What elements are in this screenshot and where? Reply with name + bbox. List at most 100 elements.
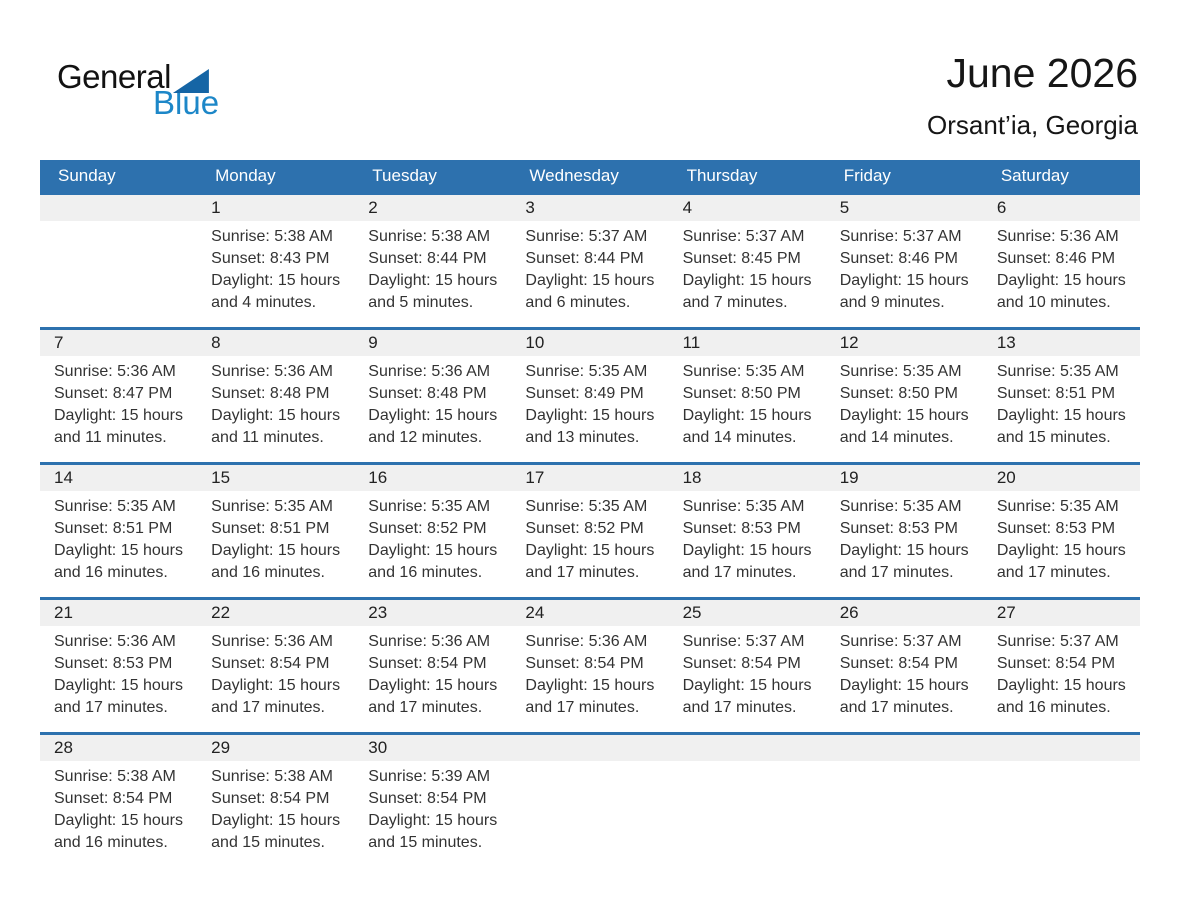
day-number: 12 [825,330,983,356]
day-number: 19 [825,465,983,491]
sunrise-text: Sunrise: 5:35 AM [682,363,805,380]
sunrise-text: Sunrise: 5:36 AM [368,363,491,380]
day-number: 5 [825,195,983,221]
daylight-text: Daylight: 15 hours and 15 minutes. [211,812,341,851]
sunrise-text: Sunrise: 5:35 AM [211,498,333,515]
day-number: 13 [982,330,1140,356]
sunrise-text: Sunrise: 5:37 AM [682,633,805,650]
sunset-text: Sunset: 8:45 PM [682,250,801,267]
sunset-text: Sunset: 8:54 PM [682,655,801,672]
day-number: 21 [40,600,198,626]
day-number: 2 [354,195,512,221]
day-number: 17 [511,465,669,491]
day-number [511,735,669,761]
daylight-text: Daylight: 15 hours and 17 minutes. [368,677,498,716]
daylight-text: Daylight: 15 hours and 17 minutes. [525,677,655,716]
day-cell: 15 Sunrise: 5:35 AM Sunset: 8:51 PM Dayligh… [197,462,355,599]
day-number: 4 [668,195,826,221]
weekday-header-row: Sunday Monday Tuesday Wednesday Thursday… [40,160,1140,194]
sunrise-text: Sunrise: 5:36 AM [54,363,176,380]
sunset-text: Sunset: 8:54 PM [839,655,958,672]
daylight-text: Daylight: 15 hours and 14 minutes. [839,407,969,446]
sunset-text: Sunset: 8:48 PM [368,385,487,402]
daylight-text: Daylight: 15 hours and 10 minutes. [996,272,1126,311]
sunset-text: Sunset: 8:54 PM [996,655,1116,672]
day-cell: 23 Sunrise: 5:36 AM Sunset: 8:54 PM Dayligh… [354,597,512,734]
logo-general-text: General [57,58,171,95]
sunrise-text: Sunrise: 5:36 AM [525,633,648,650]
day-cell: 19 Sunrise: 5:35 AM Sunset: 8:53 PM Dayligh… [825,462,983,599]
sunrise-text: Sunrise: 5:35 AM [839,363,962,380]
sunrise-text: Sunrise: 5:37 AM [839,633,962,650]
sunset-text: Sunset: 8:54 PM [368,655,487,672]
day-cell: 22 Sunrise: 5:36 AM Sunset: 8:54 PM Dayligh… [197,597,355,734]
sunset-text: Sunset: 8:50 PM [682,385,801,402]
day-cell: 13 Sunrise: 5:35 AM Sunset: 8:51 PM Dayligh… [982,327,1140,464]
day-cell: 30 Sunrise: 5:39 AM Sunset: 8:54 PM Dayligh… [354,732,512,867]
daylight-text: Daylight: 15 hours and 16 minutes. [996,677,1126,716]
day-cell [825,732,983,867]
day-number: 8 [197,330,355,356]
sunset-text: Sunset: 8:44 PM [368,250,487,267]
day-number: 28 [40,735,198,761]
weekday-header-thursday: Thursday [668,160,826,194]
sunrise-text: Sunrise: 5:37 AM [839,228,962,245]
sunset-text: Sunset: 8:43 PM [211,250,330,267]
day-cell: 14 Sunrise: 5:35 AM Sunset: 8:51 PM Dayligh… [40,462,198,599]
day-number: 7 [40,330,198,356]
sunset-text: Sunset: 8:51 PM [54,520,173,537]
day-number: 29 [197,735,355,761]
day-number [982,735,1140,761]
day-cell: 27 Sunrise: 5:37 AM Sunset: 8:54 PM Dayligh… [982,597,1140,734]
week-row: 21 Sunrise: 5:36 AM Sunset: 8:53 PM Dayligh… [40,597,1140,734]
day-cell [668,732,826,867]
daylight-text: Daylight: 15 hours and 9 minutes. [839,272,969,311]
daylight-text: Daylight: 15 hours and 17 minutes. [211,677,341,716]
daylight-text: Daylight: 15 hours and 4 minutes. [211,272,341,311]
daylight-text: Daylight: 15 hours and 14 minutes. [682,407,812,446]
sunset-text: Sunset: 8:51 PM [996,385,1116,402]
sunrise-text: Sunrise: 5:39 AM [368,768,491,785]
day-number: 27 [982,600,1140,626]
sunrise-text: Sunrise: 5:36 AM [211,633,333,650]
sunset-text: Sunset: 8:54 PM [525,655,644,672]
weekday-header-wednesday: Wednesday [511,160,669,194]
daylight-text: Daylight: 15 hours and 11 minutes. [54,407,183,446]
daylight-text: Daylight: 15 hours and 6 minutes. [525,272,655,311]
day-cell: 3 Sunrise: 5:37 AM Sunset: 8:44 PM Daylight… [511,192,669,329]
daylight-text: Daylight: 15 hours and 11 minutes. [211,407,341,446]
daylight-text: Daylight: 15 hours and 13 minutes. [525,407,655,446]
day-cell: 21 Sunrise: 5:36 AM Sunset: 8:53 PM Dayligh… [40,597,198,734]
week-row: 7 Sunrise: 5:36 AM Sunset: 8:47 PM Daylight… [40,327,1140,464]
day-number: 20 [982,465,1140,491]
page-header: General Blue June 2026 Orsant’ia, Georgi… [0,0,1188,160]
sunset-text: Sunset: 8:50 PM [839,385,958,402]
day-cell: 24 Sunrise: 5:36 AM Sunset: 8:54 PM Dayligh… [511,597,669,734]
calendar-titles: June 2026 Orsant’ia, Georgia [927,50,1138,141]
daylight-text: Daylight: 15 hours and 15 minutes. [996,407,1126,446]
sunrise-text: Sunrise: 5:35 AM [996,363,1119,380]
day-cell: 28 Sunrise: 5:38 AM Sunset: 8:54 PM Dayligh… [40,732,198,867]
daylight-text: Daylight: 15 hours and 16 minutes. [54,812,183,851]
day-cell: 20 Sunrise: 5:35 AM Sunset: 8:53 PM Dayligh… [982,462,1140,599]
day-number [825,735,983,761]
day-number: 10 [511,330,669,356]
day-number: 22 [197,600,355,626]
day-number: 14 [40,465,198,491]
day-cell: 2 Sunrise: 5:38 AM Sunset: 8:44 PM Daylight… [354,192,512,329]
sunrise-text: Sunrise: 5:38 AM [54,768,176,785]
week-row: 1 Sunrise: 5:38 AM Sunset: 8:43 PM Daylight… [40,192,1140,329]
sunset-text: Sunset: 8:46 PM [839,250,958,267]
daylight-text: Daylight: 15 hours and 7 minutes. [682,272,812,311]
daylight-text: Daylight: 15 hours and 17 minutes. [54,677,183,716]
daylight-text: Daylight: 15 hours and 17 minutes. [682,542,812,581]
month-title: June 2026 [946,50,1138,96]
day-cell: 6 Sunrise: 5:36 AM Sunset: 8:46 PM Daylight… [982,192,1140,329]
sunrise-text: Sunrise: 5:37 AM [996,633,1119,650]
day-number: 3 [511,195,669,221]
weekday-header-tuesday: Tuesday [354,160,512,194]
weekday-header-monday: Monday [197,160,355,194]
sunset-text: Sunset: 8:53 PM [996,520,1116,537]
sunrise-text: Sunrise: 5:35 AM [525,363,648,380]
day-cell: 4 Sunrise: 5:37 AM Sunset: 8:45 PM Daylight… [668,192,826,329]
